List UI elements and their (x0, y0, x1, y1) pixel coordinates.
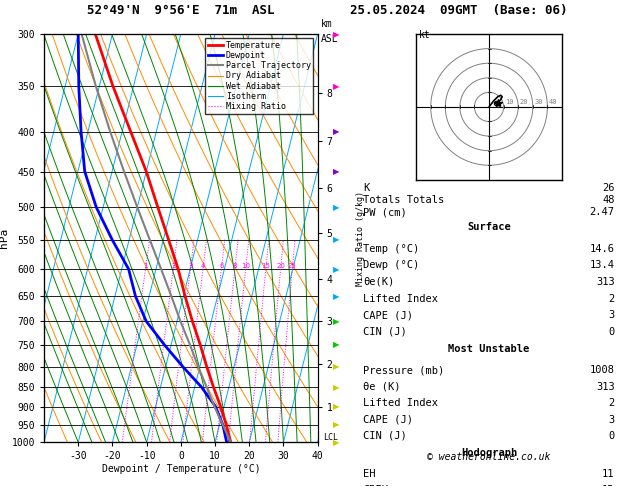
Text: 1: 1 (143, 263, 148, 269)
Legend: Temperature, Dewpoint, Parcel Trajectory, Dry Adiabat, Wet Adiabat, Isotherm, Mi: Temperature, Dewpoint, Parcel Trajectory… (205, 38, 313, 114)
Text: CAPE (J): CAPE (J) (364, 310, 413, 320)
Text: PW (cm): PW (cm) (364, 207, 407, 217)
Text: © weatheronline.co.uk: © weatheronline.co.uk (427, 451, 551, 462)
Text: 15: 15 (262, 263, 270, 269)
Text: 313: 313 (596, 382, 615, 392)
Y-axis label: Mixing Ratio (g/kg): Mixing Ratio (g/kg) (356, 191, 365, 286)
Text: ▶: ▶ (333, 127, 340, 136)
Text: 3: 3 (608, 310, 615, 320)
Text: CIN (J): CIN (J) (364, 327, 407, 337)
Text: Pressure (mb): Pressure (mb) (364, 365, 445, 375)
Y-axis label: hPa: hPa (0, 228, 9, 248)
Text: 20: 20 (276, 263, 285, 269)
Text: 2: 2 (608, 398, 615, 408)
Text: 3: 3 (608, 415, 615, 424)
Text: CIN (J): CIN (J) (364, 431, 407, 441)
Text: km: km (321, 19, 333, 29)
Text: ▶: ▶ (333, 382, 340, 392)
Text: θe (K): θe (K) (364, 382, 401, 392)
Text: Hodograph: Hodograph (461, 448, 517, 458)
Text: Dewp (°C): Dewp (°C) (364, 260, 420, 270)
Text: Totals Totals: Totals Totals (364, 195, 445, 205)
X-axis label: Dewpoint / Temperature (°C): Dewpoint / Temperature (°C) (101, 464, 260, 474)
Text: K: K (364, 183, 370, 193)
Text: Lifted Index: Lifted Index (364, 294, 438, 304)
Text: 14.6: 14.6 (590, 243, 615, 254)
Text: kt: kt (419, 31, 431, 40)
Text: ▶: ▶ (333, 420, 340, 429)
Text: EH: EH (364, 469, 376, 479)
Text: 2: 2 (608, 294, 615, 304)
Text: ▶: ▶ (333, 340, 340, 349)
Text: ▶: ▶ (333, 167, 340, 176)
Text: 313: 313 (596, 277, 615, 287)
Text: 52°49'N  9°56'E  71m  ASL: 52°49'N 9°56'E 71m ASL (87, 4, 275, 17)
Text: SREH: SREH (364, 485, 388, 486)
Text: 8: 8 (233, 263, 237, 269)
Text: Most Unstable: Most Unstable (448, 344, 530, 354)
Text: 0: 0 (608, 327, 615, 337)
Text: 0: 0 (608, 431, 615, 441)
Text: ▶: ▶ (333, 402, 340, 411)
Text: ▶: ▶ (333, 30, 340, 38)
Text: 30: 30 (534, 99, 543, 105)
Text: 15: 15 (602, 485, 615, 486)
Text: 2.47: 2.47 (590, 207, 615, 217)
Text: 1008: 1008 (590, 365, 615, 375)
Text: ▶: ▶ (333, 438, 340, 447)
Text: 48: 48 (602, 195, 615, 205)
Text: 20: 20 (520, 99, 528, 105)
Text: θe(K): θe(K) (364, 277, 394, 287)
Text: 25.05.2024  09GMT  (Base: 06): 25.05.2024 09GMT (Base: 06) (350, 4, 568, 17)
Text: ▶: ▶ (333, 82, 340, 91)
Text: 26: 26 (602, 183, 615, 193)
Text: ▶: ▶ (333, 292, 340, 301)
Text: ▶: ▶ (333, 264, 340, 274)
Text: 6: 6 (219, 263, 224, 269)
Text: Lifted Index: Lifted Index (364, 398, 438, 408)
Text: ▶: ▶ (333, 317, 340, 326)
Text: 4: 4 (201, 263, 205, 269)
Text: 10: 10 (505, 99, 514, 105)
Text: 10: 10 (241, 263, 250, 269)
Text: ASL: ASL (321, 34, 338, 44)
Text: CAPE (J): CAPE (J) (364, 415, 413, 424)
Text: 2: 2 (171, 263, 175, 269)
Text: LCL: LCL (323, 434, 338, 442)
Text: Temp (°C): Temp (°C) (364, 243, 420, 254)
Text: Surface: Surface (467, 222, 511, 232)
Text: 13.4: 13.4 (590, 260, 615, 270)
Text: ▶: ▶ (333, 235, 340, 244)
Text: 40: 40 (549, 99, 557, 105)
Text: 11: 11 (602, 469, 615, 479)
Text: ▶: ▶ (333, 362, 340, 371)
Text: ▶: ▶ (333, 203, 340, 212)
Text: 3: 3 (188, 263, 192, 269)
Text: 25: 25 (288, 263, 297, 269)
